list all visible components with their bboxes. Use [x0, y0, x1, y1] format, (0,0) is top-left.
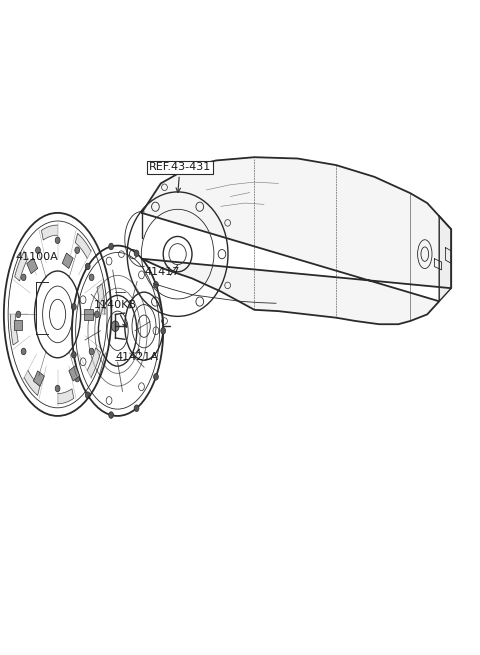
Bar — [27, 258, 38, 274]
Ellipse shape — [21, 348, 26, 355]
Ellipse shape — [111, 321, 119, 331]
Polygon shape — [142, 157, 451, 324]
Text: 1140KB: 1140KB — [94, 300, 137, 328]
Ellipse shape — [75, 247, 80, 253]
Ellipse shape — [95, 311, 99, 318]
Bar — [34, 371, 44, 386]
Bar — [84, 309, 93, 320]
Polygon shape — [58, 389, 74, 403]
Ellipse shape — [55, 237, 60, 244]
Ellipse shape — [72, 303, 76, 310]
Text: REF.43-431: REF.43-431 — [149, 162, 211, 193]
Text: 41417: 41417 — [144, 267, 180, 277]
Ellipse shape — [36, 375, 40, 382]
Ellipse shape — [21, 274, 26, 280]
Ellipse shape — [89, 348, 94, 355]
Ellipse shape — [108, 243, 113, 250]
Polygon shape — [41, 225, 58, 240]
Ellipse shape — [89, 274, 94, 280]
Ellipse shape — [16, 311, 21, 318]
Ellipse shape — [85, 263, 90, 270]
Ellipse shape — [75, 375, 80, 382]
Ellipse shape — [134, 250, 139, 257]
Polygon shape — [15, 252, 28, 281]
Bar — [13, 320, 22, 330]
Ellipse shape — [85, 392, 90, 398]
Polygon shape — [75, 233, 91, 259]
Ellipse shape — [108, 412, 113, 419]
Ellipse shape — [154, 282, 158, 288]
Ellipse shape — [72, 352, 76, 358]
Ellipse shape — [134, 405, 139, 411]
Polygon shape — [439, 216, 451, 301]
Text: 41100A: 41100A — [15, 252, 58, 262]
Bar — [69, 365, 80, 381]
Polygon shape — [24, 370, 40, 396]
Text: 41421A: 41421A — [115, 349, 158, 362]
Polygon shape — [87, 348, 100, 377]
Ellipse shape — [161, 328, 166, 334]
Bar — [62, 253, 73, 269]
Polygon shape — [10, 314, 18, 345]
Ellipse shape — [154, 373, 158, 380]
Ellipse shape — [36, 247, 40, 253]
Ellipse shape — [55, 385, 60, 392]
Polygon shape — [97, 284, 105, 314]
